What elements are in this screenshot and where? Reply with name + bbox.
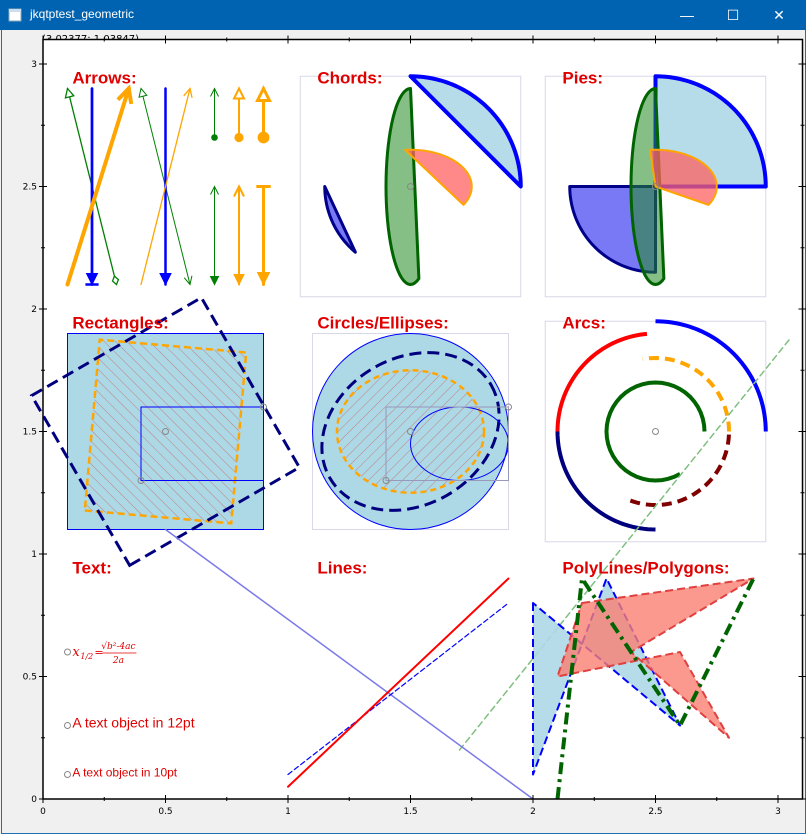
rect-orange-hatched: [83, 338, 248, 525]
chords-center: [407, 183, 414, 190]
chord-green: [384, 87, 421, 286]
arrow-head: [233, 274, 245, 286]
y-tick-label: 2: [31, 305, 37, 315]
x-tick-label: 2: [530, 807, 536, 817]
formula-denominator: 2a: [112, 656, 124, 666]
arrow-orange-thin: [140, 87, 191, 286]
x-tick-label: 3: [775, 807, 781, 817]
ellipse-corner: [505, 403, 512, 411]
arrow-head: [233, 184, 245, 197]
formula-lhs: x: [72, 645, 80, 660]
window-title: jkqtptest_geometric: [30, 7, 135, 21]
arc-orange-dashed: [642, 355, 731, 432]
arrow-head: [209, 276, 220, 286]
x-tick-label: 1: [285, 807, 291, 817]
rect-corner: [137, 477, 145, 484]
close-button[interactable]: ✕: [756, 0, 802, 30]
close-icon: ✕: [773, 6, 785, 23]
text-anchor-marker: [64, 771, 71, 778]
arrow-head: [183, 275, 193, 286]
x-tick-label: 1.5: [403, 807, 417, 817]
line-red: [287, 577, 510, 788]
arc-darkgreen: [604, 380, 707, 483]
panel-title-lines: Lines:: [317, 558, 367, 577]
maximize-button[interactable]: ☐: [710, 0, 756, 30]
y-tick-label: 2.5: [23, 183, 37, 193]
rect-corner: [260, 403, 267, 411]
arc-red: [555, 331, 648, 432]
panel-title-text: Text:: [72, 558, 111, 577]
line-blue-dashed: [287, 602, 510, 776]
chord-red: [404, 148, 473, 206]
text-anchor-marker: [64, 648, 71, 656]
arrow-head: [232, 86, 246, 100]
text-object-12pt: A text object in 12pt: [72, 715, 194, 731]
chord-blue: [408, 74, 523, 189]
y-tick-label: 1.5: [23, 428, 37, 438]
arrow-head: [211, 134, 218, 141]
arrow-head: [183, 87, 193, 99]
arrow-head: [64, 87, 75, 99]
pies-center: [652, 183, 659, 190]
arrow-head: [234, 132, 244, 143]
arc-darkred-dashed: [629, 431, 731, 507]
formula-subscript: 1/2: [80, 652, 93, 661]
chord-navy: [323, 185, 357, 254]
arrow-head: [255, 85, 272, 102]
minimize-icon: —: [680, 7, 694, 23]
arrow-head: [85, 273, 99, 286]
ellipse-bbox: [385, 406, 509, 481]
pie-red: [649, 148, 718, 206]
text-anchor-marker: [64, 722, 71, 729]
app-icon: [8, 8, 22, 22]
plot-frame: [42, 38, 804, 800]
pie-green: [629, 87, 666, 286]
title-bar: jkqtptest_geometric — ☐ ✕: [0, 0, 806, 30]
arrow-head: [256, 272, 271, 286]
arc-blue: [655, 319, 768, 432]
minimize-button[interactable]: —: [664, 0, 710, 30]
rect-blue-outline: [140, 406, 264, 481]
arrow-head: [111, 275, 120, 286]
ellipse-orange-hatched: [335, 369, 486, 494]
maximize-icon: ☐: [726, 6, 740, 23]
y-tick-label: 0: [31, 795, 37, 805]
text-object-10pt: A text object in 10pt: [72, 766, 177, 780]
arrow-head: [138, 87, 148, 98]
x-tick-label: 2.5: [648, 807, 662, 817]
panel-title-arrows: Arrows:: [72, 68, 136, 87]
line-green-dashed: [458, 337, 791, 751]
arrow-head: [159, 273, 172, 286]
x-tick-label: 0.5: [158, 807, 172, 817]
panel-title-circles: Circles/Ellipses:: [317, 313, 448, 332]
rect-navy-dashed: [29, 295, 302, 568]
arrow-head: [210, 185, 219, 195]
arc-navy: [555, 431, 656, 532]
polyline-darkgreen: [555, 576, 756, 800]
rect-center: [162, 428, 169, 435]
arcs-center: [652, 428, 659, 435]
y-tick-label: 0.5: [23, 673, 37, 683]
panel-title-arcs: Arcs:: [562, 313, 605, 332]
y-tick-label: 1: [31, 550, 37, 560]
panel-title-chords: Chords:: [317, 68, 382, 87]
circle-center: [407, 428, 414, 435]
formula-numerator: √b²-4ac: [101, 641, 135, 652]
x-tick-label: 0: [40, 807, 46, 817]
ellipse-corner: [382, 477, 390, 484]
line-lightblue: [164, 528, 534, 800]
panel-title-rectangles: Rectangles:: [72, 313, 168, 332]
arrow-orange-thick: [65, 86, 131, 287]
arrow-head: [116, 84, 134, 105]
arrow-head: [210, 87, 219, 97]
formula-equals: =: [94, 646, 103, 659]
y-tick-label: 3: [31, 60, 37, 70]
panel-title-polylines: PolyLines/Polygons:: [562, 558, 729, 577]
arrow-head: [257, 131, 270, 144]
panel-title-pies: Pies:: [562, 68, 603, 87]
ellipse-navy-dashed: [320, 351, 501, 512]
